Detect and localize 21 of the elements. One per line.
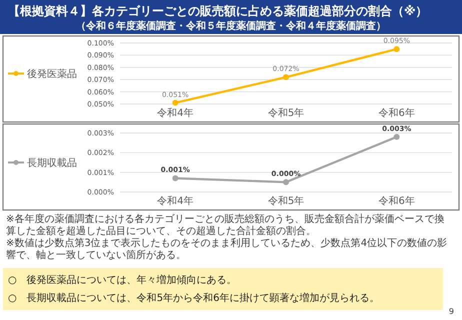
point	[283, 74, 289, 80]
text: ○ 長期収載品については、令和5年から令和6年に掛けて顕著な増加が見られる。	[8, 292, 380, 304]
point	[394, 134, 400, 140]
text: 9	[448, 307, 454, 316]
text: ※数値は少数点第3位まで表示したものをそのまま利用しているため、少数点第4位以下の数値の影響で、軸と一致していない箇所がある。	[6, 237, 448, 261]
text: ○ 後発医薬品については、年々増加傾向にある。	[8, 274, 237, 286]
legend-label: 長期収載品	[27, 157, 77, 169]
chart-subtitle: （令和６年度薬価調査・令和５年度薬価調査・令和４年度薬価調査）	[76, 20, 386, 32]
x-tick-label: 令和5年	[268, 195, 304, 207]
point	[172, 175, 178, 182]
text: ※各年度の薬価調査における各カテゴリーごとの販売総額のうち、販売金額合計が薬価ベースで換算した金額を超過した品目について、その超過した合計金額の割合。	[6, 213, 444, 237]
point	[172, 100, 178, 106]
point	[283, 179, 289, 186]
x-tick-label: 令和5年	[268, 107, 304, 119]
x-tick-label: 令和6年	[378, 107, 415, 119]
x-tick-label: 令和6年	[378, 195, 415, 207]
chart-title: 【根拠資料４】各カテゴリーごとの販売額に占める薬価超過部分の割合（※）	[8, 4, 428, 18]
x-tick-label: 令和4年	[157, 195, 194, 207]
point	[394, 46, 400, 52]
x-tick-label: 令和4年	[157, 107, 194, 119]
legend-label: 後発医薬品	[27, 68, 77, 80]
